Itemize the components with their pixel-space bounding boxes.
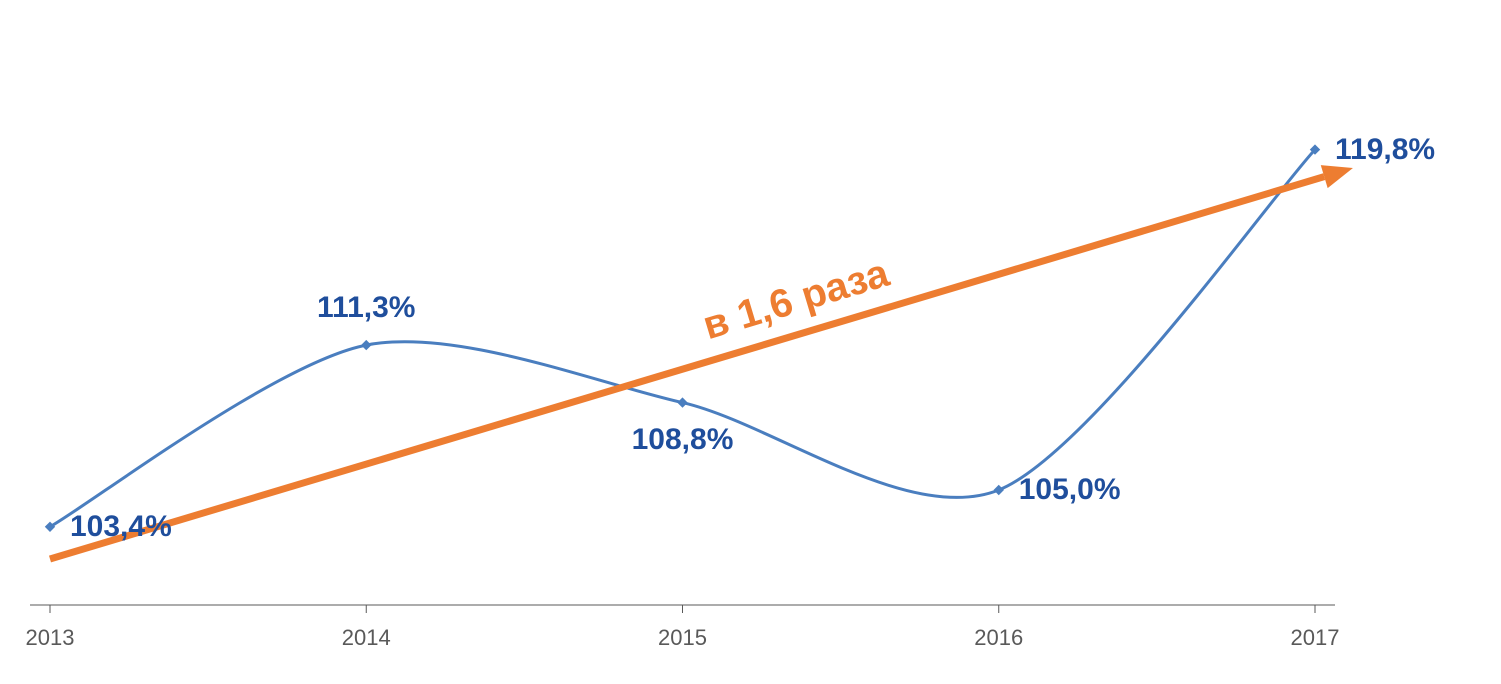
- x-axis-tick-label: 2017: [1291, 625, 1340, 651]
- series-line: [50, 150, 1315, 527]
- data-label: 111,3%: [317, 291, 415, 325]
- data-label: 119,8%: [1335, 133, 1435, 167]
- data-marker: [678, 398, 687, 407]
- x-axis-tick-label: 2013: [26, 625, 75, 651]
- data-label: 108,8%: [632, 423, 734, 457]
- data-marker: [994, 486, 1003, 495]
- x-axis-tick-label: 2015: [658, 625, 707, 651]
- x-axis-tick-label: 2014: [342, 625, 391, 651]
- x-axis-tick-label: 2016: [974, 625, 1023, 651]
- trend-arrow-head: [1321, 165, 1353, 188]
- data-label: 105,0%: [1019, 473, 1121, 507]
- growth-line-chart: 20132014201520162017в 1,6 раза103,4%111,…: [0, 0, 1501, 684]
- data-marker: [362, 341, 371, 350]
- data-label: 103,4%: [70, 510, 172, 544]
- chart-canvas: [0, 0, 1501, 684]
- trend-arrow-line: [50, 177, 1324, 559]
